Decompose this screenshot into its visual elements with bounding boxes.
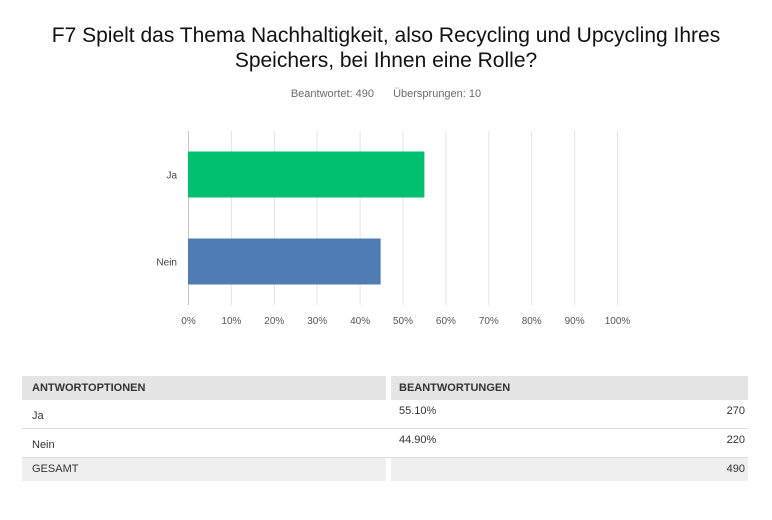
total-label: GESAMT bbox=[32, 463, 79, 475]
x-tick-label: 30% bbox=[307, 316, 327, 327]
x-tick-label: 90% bbox=[565, 316, 585, 327]
row-count: 220 bbox=[726, 434, 745, 446]
table-row: Nein 44.90% 220 bbox=[22, 429, 748, 458]
total-row: GESAMT 490 bbox=[22, 458, 748, 481]
x-tick-label: 70% bbox=[479, 316, 499, 327]
bar bbox=[188, 151, 425, 198]
x-tick-label: 60% bbox=[436, 316, 456, 327]
results-table: ANTWORTOPTIONEN BEANTWORTUNGEN Ja 55.10%… bbox=[22, 376, 748, 481]
x-tick-label: 0% bbox=[181, 316, 196, 327]
header-responses: BEANTWORTUNGEN bbox=[399, 382, 511, 394]
x-tick-label: 50% bbox=[393, 316, 413, 327]
row-label: Nein bbox=[32, 439, 55, 451]
skipped-count: Übersprungen: 10 bbox=[393, 88, 482, 100]
bar-chart: 0% 10% 20% 30% 40% 50% 60% 70% 80% 90% 100% Ja Nein bbox=[156, 131, 631, 327]
response-stats: Beantwortet: 490 Übersprungen: 10 bbox=[0, 88, 772, 100]
x-tick-label: 10% bbox=[221, 316, 241, 327]
table-header: ANTWORTOPTIONEN BEANTWORTUNGEN bbox=[22, 376, 748, 400]
row-label: Ja bbox=[32, 410, 44, 422]
table-row: Ja 55.10% 270 bbox=[22, 400, 748, 429]
row-percent: 44.90% bbox=[399, 434, 437, 446]
x-tick-label: 40% bbox=[350, 316, 370, 327]
x-tick-label: 80% bbox=[522, 316, 542, 327]
bar bbox=[188, 238, 381, 285]
answered-count: Beantwortet: 490 bbox=[290, 88, 375, 100]
x-tick-label: 20% bbox=[264, 316, 284, 327]
header-answer-options: ANTWORTOPTIONEN bbox=[32, 382, 146, 394]
question-title: F7 Spielt das Thema Nachhaltigkeit, also… bbox=[51, 24, 721, 72]
y-category-label: Nein bbox=[156, 258, 177, 269]
x-tick-label: 100% bbox=[605, 316, 631, 327]
total-count: 490 bbox=[726, 463, 745, 475]
row-count: 270 bbox=[726, 405, 745, 417]
y-category-label: Ja bbox=[166, 171, 177, 182]
row-percent: 55.10% bbox=[399, 405, 437, 417]
